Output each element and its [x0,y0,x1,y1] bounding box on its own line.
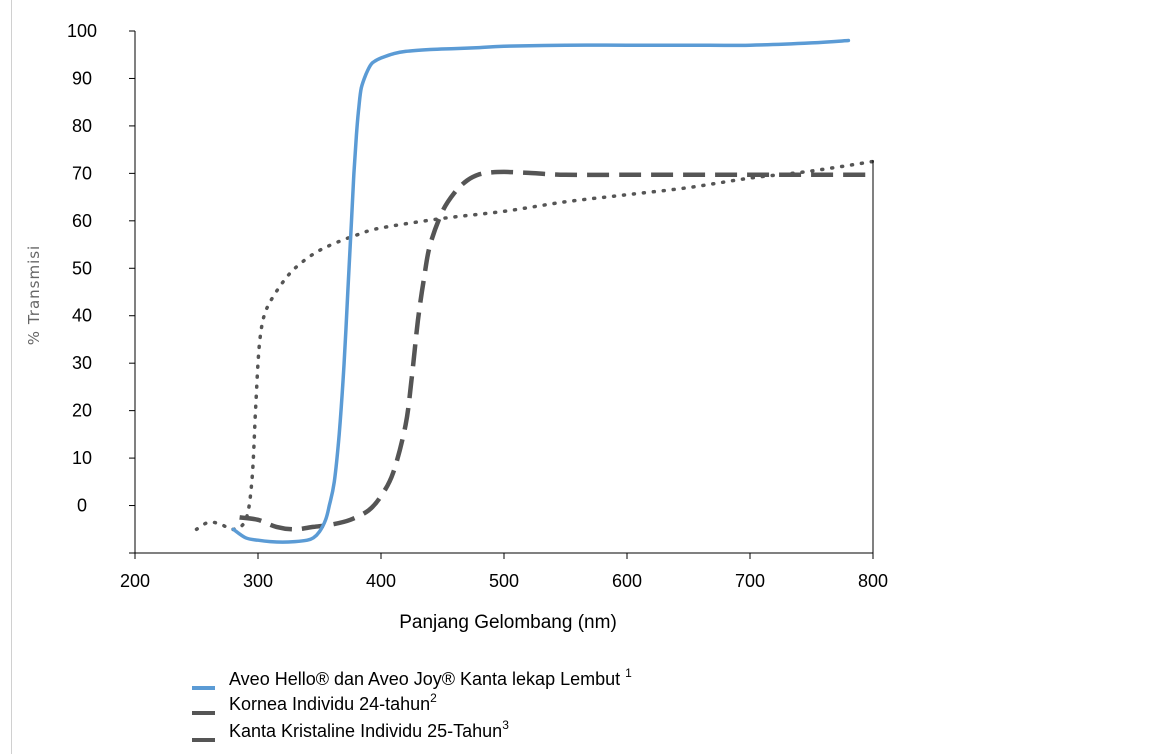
y-tick-label: 10 [72,448,92,468]
y-tick-label: 90 [72,68,92,88]
x-tick-label: 300 [243,571,273,591]
y-ticks: 0 10 20 30 40 50 60 70 80 90 100 [67,21,135,554]
y-tick-label: 20 [72,401,92,421]
x-tick-label: 700 [735,571,765,591]
plot-lines [194,38,875,544]
y-tick-label: 0 [77,496,87,516]
y-tick-label: 30 [72,353,92,373]
y-axis-title: % Transmisi [25,245,43,345]
y-tick-label: 80 [72,116,92,136]
x-tick-label: 200 [120,571,150,591]
y-tick-label: 60 [72,211,92,231]
legend-superscript: 2 [430,691,437,705]
series-line-dotted [194,159,875,532]
legend-superscript: 3 [502,718,509,732]
y-tick-label: 70 [72,163,92,183]
x-tick-label: 400 [366,571,396,591]
legend-label: Aveo Hello® dan Aveo Joy® Kanta lekap Le… [229,666,632,689]
legend-label: Kornea Individu 24-tahun2 [229,691,437,714]
axes [129,31,874,559]
legend-label: Kanta Kristaline Individu 25-Tahun3 [229,718,509,741]
legend-superscript: 1 [625,666,632,680]
page-margin-line [11,0,12,754]
x-ticks: 200 300 400 500 600 700 800 [120,553,888,591]
x-axis-title: Panjang Gelombang (nm) [399,612,617,633]
x-tick-label: 800 [858,571,888,591]
x-tick-label: 600 [612,571,642,591]
x-tick-label: 500 [489,571,519,591]
y-tick-label: 100 [67,21,97,41]
series-line-solid [231,38,851,544]
y-tick-label: 40 [72,306,92,326]
y-tick-label: 50 [72,258,92,278]
legend: Aveo Hello® dan Aveo Joy® Kanta lekap Le… [192,666,632,742]
